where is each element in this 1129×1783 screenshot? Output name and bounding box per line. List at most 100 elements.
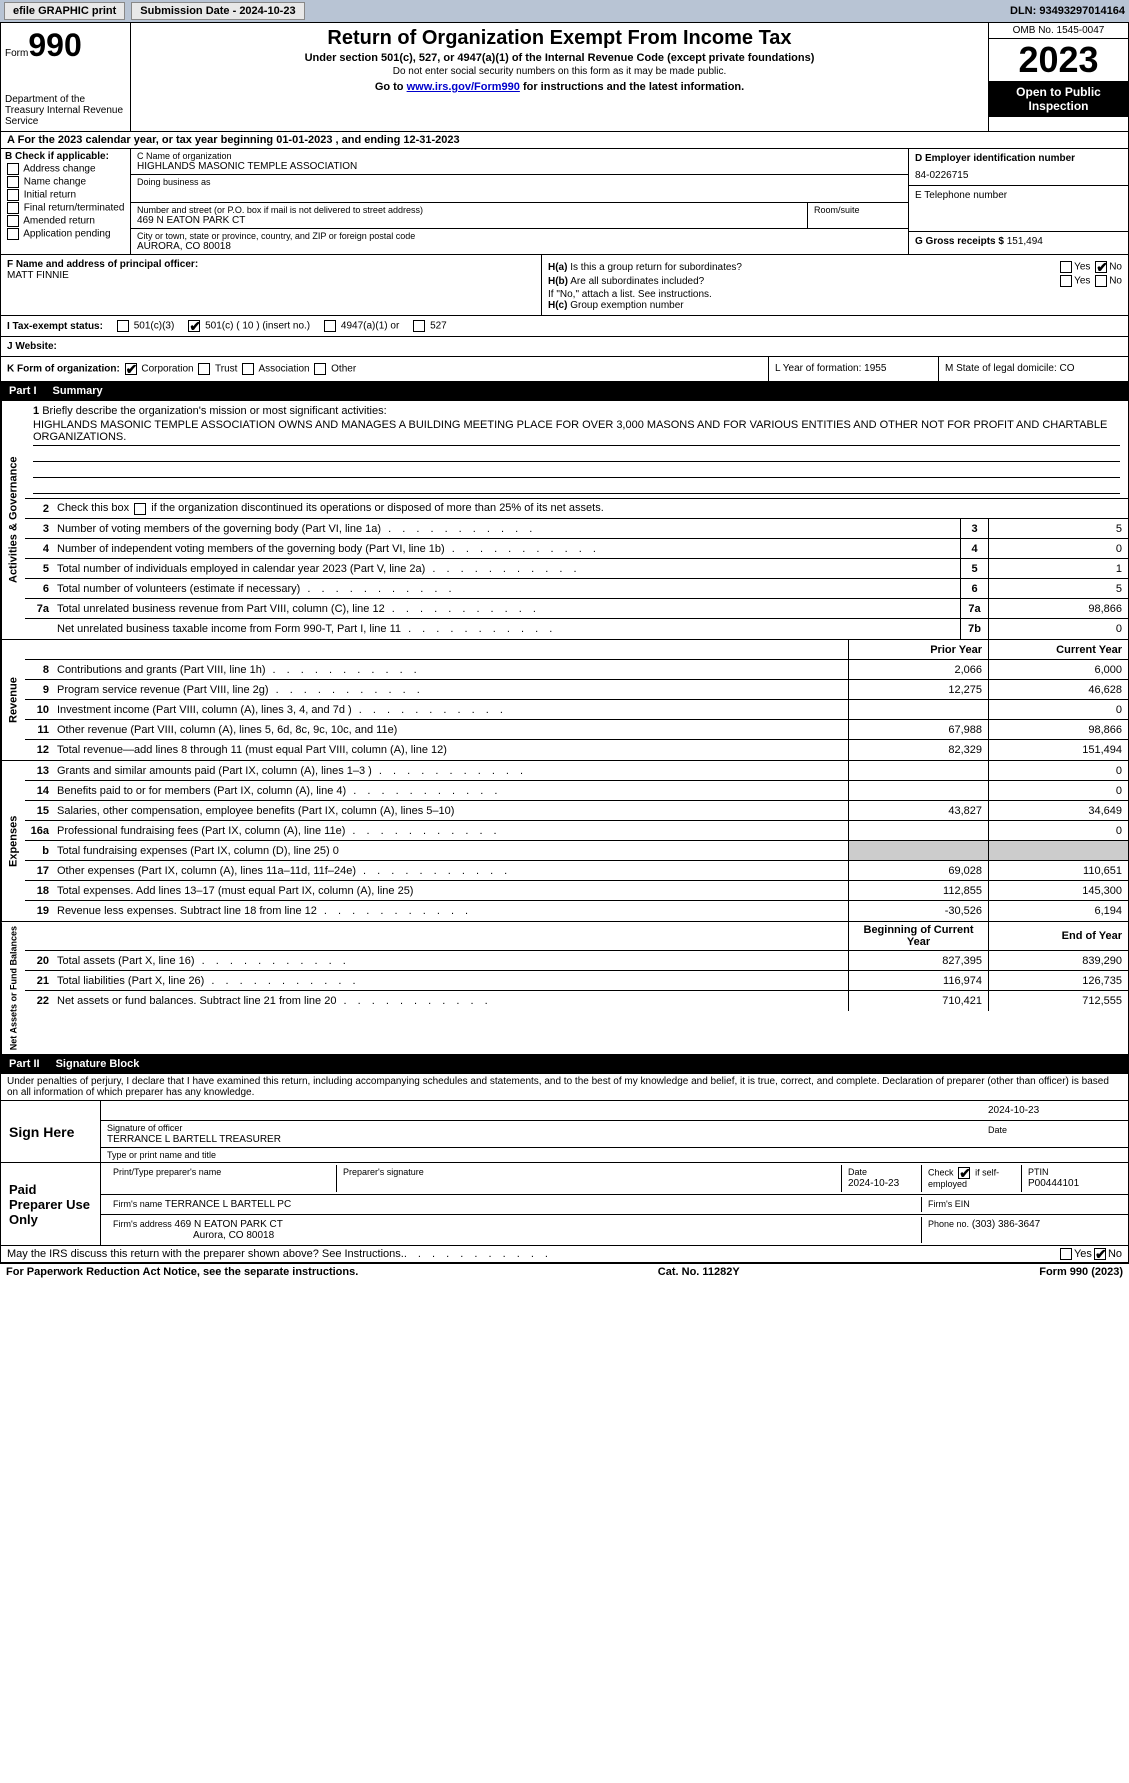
l19-p: -30,526 (848, 901, 988, 921)
self-emp-check[interactable] (958, 1167, 970, 1179)
fgh-section: F Name and address of principal officer:… (0, 255, 1129, 316)
trust: Trust (215, 364, 237, 375)
goto-post: for instructions and the latest informat… (520, 81, 744, 93)
l22-text: Net assets or fund balances. Subtract li… (53, 993, 848, 1009)
period-text: For the 2023 calendar year, or tax year … (18, 134, 460, 146)
l7b-val: 0 (988, 619, 1128, 639)
name-change-check[interactable] (7, 176, 19, 188)
l5-text: Total number of individuals employed in … (53, 561, 960, 577)
room-label: Room/suite (814, 205, 902, 215)
l9-text: Program service revenue (Part VIII, line… (53, 682, 848, 698)
l10-c: 0 (988, 700, 1128, 719)
l8-text: Contributions and grants (Part VIII, lin… (53, 662, 848, 678)
pending-check[interactable] (7, 228, 19, 240)
period-row: A For the 2023 calendar year, or tax yea… (0, 132, 1129, 149)
assoc-check[interactable] (242, 363, 254, 375)
l21-p: 116,974 (848, 971, 988, 990)
final-check[interactable] (7, 202, 19, 214)
i-label: I Tax-exempt status: (7, 321, 103, 332)
l4-val: 0 (988, 539, 1128, 558)
sig-date: 2024-10-23 (988, 1105, 1039, 1116)
discuss-text: May the IRS discuss this return with the… (7, 1248, 404, 1260)
501c3-check[interactable] (117, 320, 129, 332)
section-de: D Employer identification number 84-0226… (908, 149, 1128, 254)
l8-p: 2,066 (848, 660, 988, 679)
date-label: Date (988, 1125, 1007, 1135)
l18-p: 112,855 (848, 881, 988, 900)
mission-text: HIGHLANDS MASONIC TEMPLE ASSOCIATION OWN… (33, 417, 1120, 446)
discuss-no-check[interactable] (1094, 1248, 1106, 1260)
527-check[interactable] (413, 320, 425, 332)
l5-val: 1 (988, 559, 1128, 578)
f-label: F Name and address of principal officer: (7, 259, 535, 270)
part2-header: Part II Signature Block (0, 1055, 1129, 1074)
cat-no: Cat. No. 11282Y (658, 1266, 740, 1278)
subtitle: Under section 501(c), 527, or 4947(a)(1)… (139, 52, 980, 64)
form-ref: Form 990 (2023) (1039, 1266, 1123, 1278)
sig-officer-label: Signature of officer (107, 1123, 182, 1133)
l22-c: 712,555 (988, 991, 1128, 1011)
l10-text: Investment income (Part VIII, column (A)… (53, 702, 848, 718)
firm-phone: (303) 386-3647 (972, 1219, 1040, 1230)
l18-c: 145,300 (988, 881, 1128, 900)
j-label: J Website: (7, 341, 57, 352)
hb-no-check[interactable] (1095, 275, 1107, 287)
officer-name: MATT FINNIE (7, 270, 535, 281)
assoc: Association (258, 364, 309, 375)
goto-pre: Go to (375, 81, 407, 93)
ein-value: 84-0226715 (915, 170, 1122, 181)
efile-button[interactable]: efile GRAPHIC print (4, 2, 125, 20)
info-section: B Check if applicable: Address change Na… (0, 149, 1129, 255)
top-bar: efile GRAPHIC print Submission Date - 20… (0, 0, 1129, 22)
opt-name: Name change (24, 177, 86, 188)
opt-amended: Amended return (23, 216, 95, 227)
l15-c: 34,649 (988, 801, 1128, 820)
firm-addr2: Aurora, CO 80018 (193, 1230, 274, 1241)
city-label: City or town, state or province, country… (137, 231, 902, 241)
declaration: Under penalties of perjury, I declare th… (0, 1074, 1129, 1101)
irs-link[interactable]: www.irs.gov/Form990 (407, 81, 520, 93)
4947-check[interactable] (324, 320, 336, 332)
form-number: 990 (28, 27, 81, 63)
l16a-text: Professional fundraising fees (Part IX, … (53, 823, 848, 839)
l16b-text: Total fundraising expenses (Part IX, col… (53, 843, 848, 859)
discuss-yes-check[interactable] (1060, 1248, 1072, 1260)
other-check[interactable] (314, 363, 326, 375)
ha-no-check[interactable] (1095, 261, 1107, 273)
527: 527 (430, 321, 447, 332)
omb-number: OMB No. 1545-0047 (989, 23, 1128, 39)
l13-text: Grants and similar amounts paid (Part IX… (53, 763, 848, 779)
l9-c: 46,628 (988, 680, 1128, 699)
dba-label: Doing business as (137, 177, 902, 187)
department: Department of the Treasury Internal Reve… (5, 94, 126, 127)
l11-text: Other revenue (Part VIII, column (A), li… (53, 722, 848, 738)
part1-title: Summary (53, 385, 103, 397)
501c-check[interactable] (188, 320, 200, 332)
firm-name: TERRANCE L BARTELL PC (165, 1199, 291, 1210)
l13-p (848, 761, 988, 780)
trust-check[interactable] (198, 363, 210, 375)
l7a-text: Total unrelated business revenue from Pa… (53, 601, 960, 617)
gross-value: 151,494 (1007, 236, 1043, 247)
ha-yes-check[interactable] (1060, 261, 1072, 273)
type-name-label: Type or print name and title (107, 1150, 216, 1160)
opt-initial: Initial return (24, 190, 76, 201)
corp-check[interactable] (125, 363, 137, 375)
form-label: Form (5, 48, 28, 59)
l20-p: 827,395 (848, 951, 988, 970)
l16b-p (848, 841, 988, 860)
initial-check[interactable] (7, 189, 19, 201)
l14-text: Benefits paid to or for members (Part IX… (53, 783, 848, 799)
amended-check[interactable] (7, 215, 19, 227)
tax-year: 2023 (989, 39, 1128, 81)
hb-yes-check[interactable] (1060, 275, 1072, 287)
l16a-c: 0 (988, 821, 1128, 840)
l7a-val: 98,866 (988, 599, 1128, 618)
l8-c: 6,000 (988, 660, 1128, 679)
addr-change-check[interactable] (7, 163, 19, 175)
city: AURORA, CO 80018 (137, 241, 902, 252)
other: Other (331, 364, 356, 375)
l7b-text: Net unrelated business taxable income fr… (53, 621, 960, 637)
prep-sig-label: Preparer's signature (343, 1167, 424, 1177)
l2-check[interactable] (134, 503, 146, 515)
